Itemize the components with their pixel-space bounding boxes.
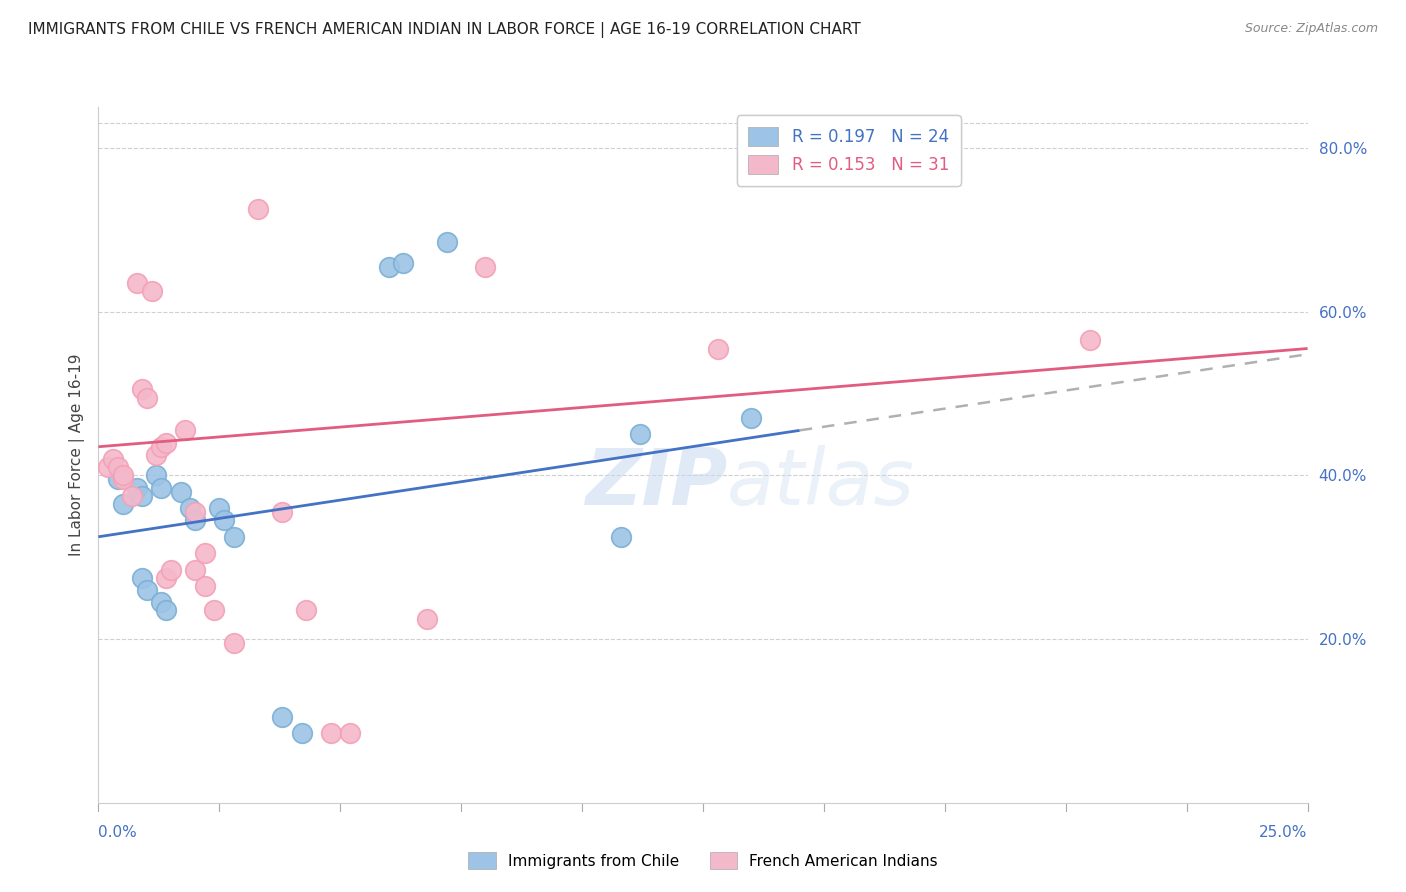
Point bbox=[194, 579, 217, 593]
Point bbox=[416, 612, 439, 626]
Point bbox=[222, 530, 245, 544]
Point bbox=[319, 726, 342, 740]
Text: atlas: atlas bbox=[727, 445, 915, 521]
Point bbox=[150, 440, 173, 454]
Point bbox=[474, 260, 496, 274]
Point bbox=[212, 513, 235, 527]
Point bbox=[107, 473, 129, 487]
Point bbox=[271, 505, 294, 519]
Point bbox=[740, 411, 762, 425]
Point bbox=[610, 530, 633, 544]
Y-axis label: In Labor Force | Age 16-19: In Labor Force | Age 16-19 bbox=[69, 353, 84, 557]
Point bbox=[1078, 334, 1101, 348]
Point bbox=[184, 562, 207, 576]
Point bbox=[155, 571, 177, 585]
Point bbox=[179, 501, 201, 516]
Point bbox=[295, 603, 318, 617]
Point bbox=[155, 603, 177, 617]
Point bbox=[160, 562, 183, 576]
Point bbox=[131, 489, 153, 503]
Text: 0.0%: 0.0% bbox=[98, 825, 138, 840]
Point bbox=[194, 546, 217, 560]
Point bbox=[628, 427, 651, 442]
Text: IMMIGRANTS FROM CHILE VS FRENCH AMERICAN INDIAN IN LABOR FORCE | AGE 16-19 CORRE: IMMIGRANTS FROM CHILE VS FRENCH AMERICAN… bbox=[28, 22, 860, 38]
Point bbox=[392, 255, 415, 269]
Point bbox=[131, 571, 153, 585]
Point bbox=[121, 489, 143, 503]
Point bbox=[184, 505, 207, 519]
Legend: R = 0.197   N = 24, R = 0.153   N = 31: R = 0.197 N = 24, R = 0.153 N = 31 bbox=[737, 115, 960, 186]
Point bbox=[247, 202, 270, 217]
Point bbox=[706, 342, 728, 356]
Point bbox=[97, 460, 120, 475]
Point bbox=[107, 460, 129, 475]
Point bbox=[111, 497, 134, 511]
Point bbox=[111, 473, 134, 487]
Point bbox=[436, 235, 458, 249]
Point bbox=[222, 636, 245, 650]
Text: Source: ZipAtlas.com: Source: ZipAtlas.com bbox=[1244, 22, 1378, 36]
Point bbox=[145, 448, 167, 462]
Point bbox=[127, 276, 149, 290]
Point bbox=[150, 481, 173, 495]
Point bbox=[290, 726, 312, 740]
Point bbox=[377, 260, 399, 274]
Text: 25.0%: 25.0% bbox=[1260, 825, 1308, 840]
Point bbox=[135, 391, 157, 405]
Legend: Immigrants from Chile, French American Indians: Immigrants from Chile, French American I… bbox=[463, 846, 943, 875]
Point bbox=[111, 468, 134, 483]
Point bbox=[155, 435, 177, 450]
Point bbox=[174, 423, 197, 437]
Point bbox=[127, 481, 149, 495]
Point bbox=[101, 452, 124, 467]
Point bbox=[271, 710, 294, 724]
Point bbox=[150, 595, 173, 609]
Text: ZIP: ZIP bbox=[585, 445, 727, 521]
Point bbox=[131, 383, 153, 397]
Point bbox=[145, 468, 167, 483]
Point bbox=[135, 582, 157, 597]
Point bbox=[141, 284, 163, 298]
Point bbox=[339, 726, 361, 740]
Point bbox=[184, 513, 207, 527]
Point bbox=[169, 484, 191, 499]
Point bbox=[204, 603, 226, 617]
Point bbox=[208, 501, 231, 516]
